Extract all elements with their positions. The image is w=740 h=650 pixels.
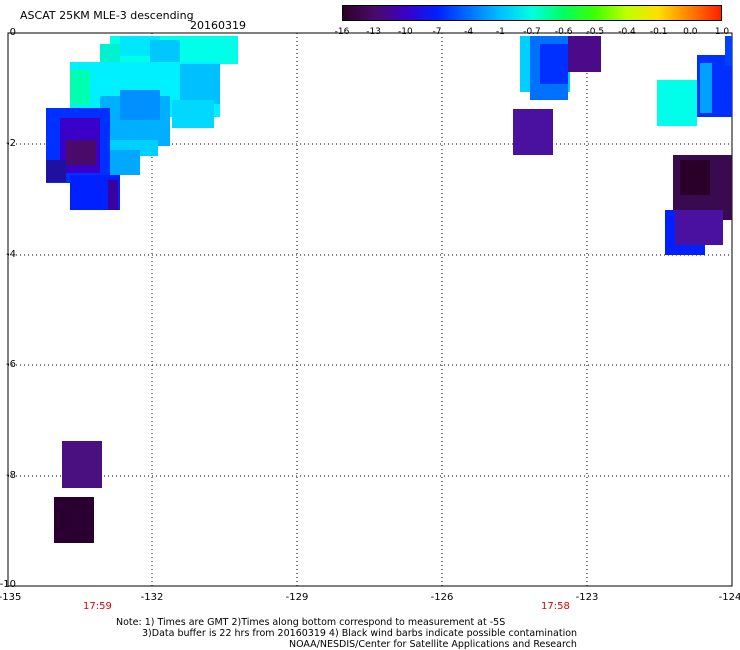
data-cell: [120, 90, 160, 120]
data-cell: [70, 70, 90, 105]
x-tick-label: -124: [718, 592, 740, 603]
x-tick-label: -123: [575, 592, 599, 603]
time-label: 17:58: [541, 601, 570, 612]
x-tick-label: -129: [285, 592, 309, 603]
colorbar-tick-label: -0.6: [554, 27, 573, 37]
data-cell: [150, 40, 180, 65]
note-line-1: Note: 1) Times are GMT 2)Times along bot…: [116, 617, 506, 628]
data-cell: [568, 36, 601, 72]
data-cell: [180, 64, 220, 104]
colorbar-tick-label: 1.0: [714, 27, 730, 37]
y-tick-label: -2: [6, 138, 16, 149]
data-swath-upper-left: [46, 36, 238, 210]
time-label: 17:59: [83, 601, 112, 612]
note-line-3: NOAA/NESDIS/Center for Satellite Applica…: [289, 639, 577, 650]
data-cell: [46, 160, 66, 182]
data-cell: [172, 100, 214, 128]
colorbar-tick-label: -0.5: [586, 27, 605, 37]
chart-date: 20160319: [190, 19, 246, 32]
data-cell: [700, 63, 712, 113]
data-cell: [680, 160, 710, 195]
data-cell: [725, 36, 732, 66]
colorbar-tick-label: -7: [432, 27, 442, 37]
chart-title: ASCAT 25KM MLE-3 descending: [20, 9, 194, 22]
colorbar-tick-label: -16: [334, 27, 350, 37]
data-swath-upper-right: [513, 36, 732, 255]
colorbar-tick-label: -0.1: [649, 27, 668, 37]
x-tick-label: -126: [430, 592, 454, 603]
data-cell: [513, 109, 553, 155]
data-cell: [100, 44, 120, 64]
y-tick-label: -8: [6, 470, 16, 481]
colorbar-tick-label: -0.7: [523, 27, 541, 37]
y-tick-label: -10: [0, 579, 16, 590]
data-cell: [66, 140, 96, 165]
colorbar-tick-label: -4: [464, 27, 474, 37]
data-cell: [540, 44, 568, 84]
colorbar-tick-label: -1: [495, 27, 505, 37]
data-cell: [108, 180, 118, 210]
note-line-2: 3)Data buffer is 22 hrs from 20160319 4)…: [142, 628, 578, 639]
y-tick-label: -4: [6, 249, 16, 260]
data-cell: [657, 80, 697, 126]
colorbar: [342, 5, 722, 21]
x-tick-label: -132: [140, 592, 164, 603]
data-swath-lower-left: [54, 441, 102, 543]
colorbar-tick-label: -10: [397, 27, 413, 37]
x-tick-label: -135: [0, 592, 22, 603]
colorbar-tick-label: -13: [366, 27, 382, 37]
y-tick-label: 0: [9, 27, 16, 38]
data-cell: [62, 441, 102, 488]
colorbar-tick-label: 0.0: [683, 27, 698, 37]
data-cell: [675, 210, 723, 245]
plot-frame: [7, 32, 733, 587]
colorbar-tick-label: -0.4: [618, 27, 636, 37]
data-cell: [54, 497, 94, 543]
y-tick-label: -6: [6, 359, 16, 370]
